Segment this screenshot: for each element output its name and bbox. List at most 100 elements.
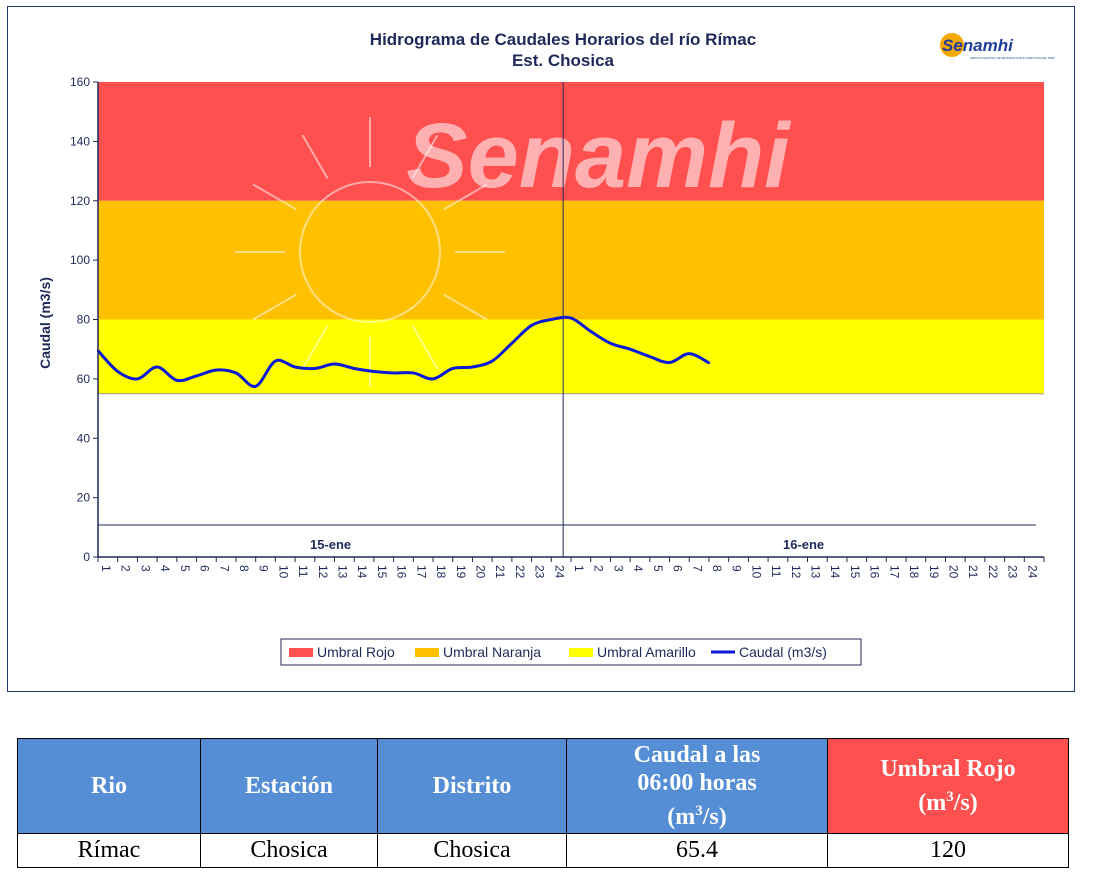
- data-point: [490, 359, 494, 363]
- x-tick-label: 16: [868, 565, 882, 579]
- x-tick-label: 22: [513, 565, 527, 579]
- table-row: Rímac Chosica Chosica 65.4 120: [17, 833, 1069, 868]
- data-point: [628, 347, 632, 351]
- header-distrito: Distrito: [377, 738, 567, 834]
- x-tick-label: 2: [592, 565, 606, 572]
- header-estacion: Estación: [200, 738, 378, 834]
- cell-umbral: 120: [827, 833, 1069, 868]
- chart-subtitle: Est. Chosica: [512, 51, 615, 70]
- x-tick-label: 17: [887, 565, 901, 579]
- y-tick-label: 0: [83, 550, 90, 564]
- logo-subtext: SERVICIO NACIONAL DE METEOROLOGÍA E HIDR…: [970, 55, 1055, 60]
- day-label-1: 16-ene: [783, 537, 824, 552]
- x-tick-label: 21: [966, 565, 980, 579]
- header-caudal-unit: (m3/s): [667, 803, 727, 830]
- x-tick-label: 24: [552, 565, 566, 579]
- x-tick-label: 24: [1025, 565, 1039, 579]
- logo-text: Senamhi: [942, 36, 1014, 55]
- cell-rio: Rímac: [17, 833, 201, 868]
- x-tick-label: 15: [848, 565, 862, 579]
- legend-label-1: Umbral Naranja: [443, 644, 541, 660]
- data-point: [254, 385, 257, 388]
- x-tick-label: 18: [907, 565, 921, 579]
- data-point: [550, 318, 553, 321]
- x-tick-label: 8: [710, 565, 724, 572]
- legend-swatch-0: [289, 648, 313, 657]
- data-point: [688, 352, 691, 355]
- data-point: [569, 316, 573, 320]
- data-point: [451, 367, 454, 370]
- header-umbral-line1: Umbral Rojo: [880, 756, 1016, 782]
- data-point: [175, 379, 179, 382]
- data-point: [136, 377, 139, 381]
- legend: Umbral Rojo Umbral Naranja Umbral Amarillo…: [280, 638, 862, 666]
- data-point: [313, 367, 316, 370]
- x-tick-label: 14: [828, 565, 842, 579]
- legend-swatch-2: [569, 648, 593, 657]
- data-point: [431, 377, 435, 381]
- legend-label-2: Umbral Amarillo: [597, 644, 696, 660]
- x-tick-label: 21: [493, 565, 507, 579]
- x-tick-label: 19: [454, 565, 468, 579]
- watermark-ray: [411, 134, 439, 179]
- x-tick-label: 13: [336, 565, 350, 579]
- x-tick-label: 7: [217, 565, 231, 572]
- series-line-0: [96, 315, 710, 388]
- header-rio: Rio: [17, 738, 201, 834]
- data-point: [412, 371, 415, 375]
- watermark-ray: [411, 325, 439, 370]
- x-tick-label: 6: [198, 565, 212, 572]
- x-tick-label: 19: [927, 565, 941, 579]
- day-label-0: 15-ene: [310, 537, 351, 552]
- summary-table: Rio Estación Distrito Caudal a las 06:00…: [17, 738, 1069, 868]
- table-header-row: Rio Estación Distrito Caudal a las 06:00…: [17, 738, 1069, 834]
- x-tick-label: 18: [434, 565, 448, 579]
- watermark: Senamhi: [235, 105, 792, 387]
- x-tick-label: 3: [611, 565, 625, 572]
- hydrograph-chart: Senamhi 15-ene 16-ene 0204060801001201401…: [37, 30, 1055, 666]
- x-tick-label: 6: [671, 565, 685, 572]
- x-tick-label: 23: [1006, 565, 1020, 579]
- y-axis-label: Caudal (m3/s): [37, 277, 53, 369]
- x-tick-label: 9: [257, 565, 271, 572]
- y-tick-label: 100: [70, 253, 90, 267]
- data-point: [471, 365, 474, 369]
- x-tick-label: 5: [178, 565, 192, 572]
- x-tick-label: 1: [99, 565, 113, 572]
- cell-caudal: 65.4: [566, 833, 828, 868]
- data-point: [648, 355, 652, 358]
- x-tick-label: 10: [276, 565, 290, 579]
- data-point: [372, 370, 376, 373]
- watermark-sun-circle: [299, 181, 441, 323]
- header-umbral-unit: (m3/s): [918, 789, 978, 816]
- watermark-ray: [443, 293, 488, 321]
- cell-estacion: Chosica: [200, 833, 378, 868]
- x-tick-label: 7: [690, 565, 704, 572]
- y-tick-label: 60: [77, 372, 91, 386]
- x-tick-label: 5: [651, 565, 665, 572]
- x-tick-label: 9: [730, 565, 744, 572]
- header-caudal-line1: Caudal a las: [633, 742, 761, 768]
- watermark-ray: [443, 183, 488, 211]
- data-point: [234, 371, 238, 375]
- x-tick-label: 4: [631, 565, 645, 572]
- watermark-ray: [301, 134, 329, 179]
- watermark-text: Senamhi: [406, 105, 792, 207]
- header-caudal: Caudal a las 06:00 horas (m3/s): [566, 738, 828, 834]
- legend-swatch-1: [415, 648, 439, 657]
- data-point: [530, 324, 533, 327]
- data-point: [215, 368, 218, 372]
- x-tick-label: 4: [158, 565, 172, 572]
- watermark-ray: [252, 183, 297, 211]
- x-tick-label: 12: [789, 565, 803, 579]
- x-tick-label: 22: [986, 565, 1000, 579]
- data-point: [293, 365, 297, 369]
- x-tick-label: 2: [119, 565, 133, 572]
- y-tick-label: 160: [70, 75, 90, 89]
- data-point: [589, 330, 592, 333]
- x-tick-label: 3: [138, 565, 152, 572]
- y-tick-label: 140: [70, 134, 90, 148]
- y-tick-label: 80: [77, 313, 91, 327]
- data-point: [707, 361, 711, 365]
- legend-label-3: Caudal (m3/s): [739, 644, 827, 660]
